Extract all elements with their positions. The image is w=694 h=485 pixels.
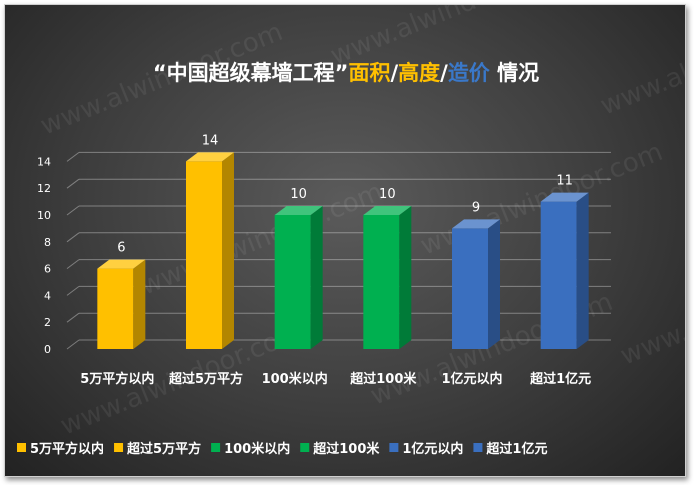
bars: 6 14 10 10 9 11 bbox=[97, 133, 589, 349]
bar-front bbox=[540, 201, 577, 349]
legend-swatch bbox=[389, 443, 399, 452]
watermark-text: www.alwindoor.com bbox=[616, 247, 686, 372]
bar-front bbox=[363, 215, 400, 349]
legend-item: 超过100米 bbox=[300, 441, 380, 457]
chart-title: “中国超级幕墙工程”面积/高度/造价 情况 bbox=[153, 61, 539, 85]
y-tick-label: 12 bbox=[37, 182, 51, 195]
grid-lines bbox=[66, 151, 611, 350]
chart-frame: www.alwindoor.com www.alwindoor.com www.al… bbox=[4, 4, 686, 477]
y-tick-label: 6 bbox=[44, 263, 51, 276]
y-tick-label: 8 bbox=[44, 236, 51, 249]
category-label: 超过5万平方 bbox=[169, 371, 243, 387]
legend-swatch bbox=[300, 443, 310, 452]
legend-swatch bbox=[473, 443, 483, 452]
bar-side bbox=[399, 206, 412, 349]
data-label: 10 bbox=[379, 187, 396, 202]
grid-line-side bbox=[66, 339, 80, 350]
bar-side bbox=[310, 206, 323, 349]
grid-line-side bbox=[66, 232, 80, 243]
grid-line-side bbox=[66, 205, 80, 216]
legend-item: 超过5万平方 bbox=[114, 441, 201, 457]
category-labels: 5万平方以内 超过5万平方 100米以内 超过100米 1亿元以内 超过1亿元 bbox=[80, 371, 591, 387]
y-tick-label: 14 bbox=[37, 155, 51, 168]
title-segment: / bbox=[390, 61, 398, 85]
data-label: 6 bbox=[117, 241, 125, 256]
bar-side bbox=[488, 219, 500, 349]
legend-item: 超过1亿元 bbox=[473, 441, 547, 457]
legend-label: 100米以内 bbox=[224, 441, 290, 457]
title-segment: / bbox=[440, 61, 448, 85]
grid-line-side bbox=[66, 151, 80, 162]
data-label: 11 bbox=[556, 174, 573, 189]
bar: 10 bbox=[363, 187, 412, 349]
y-tick-label: 0 bbox=[44, 343, 51, 356]
bar-front bbox=[452, 228, 488, 349]
grid-line-side bbox=[66, 259, 80, 270]
legend-label: 超过100米 bbox=[313, 441, 380, 457]
bar-top bbox=[540, 192, 589, 202]
title-segment: 情况 bbox=[490, 61, 539, 85]
bar-front bbox=[274, 215, 311, 349]
legend-label: 1亿元以内 bbox=[402, 441, 463, 457]
bar: 10 bbox=[274, 187, 323, 349]
data-label: 9 bbox=[472, 200, 480, 215]
legend-swatch bbox=[114, 443, 124, 452]
legend: 5万平方以内 超过5万平方 100米以内 超过100米 1亿元以内 超过1亿元 bbox=[17, 441, 547, 457]
bar: 6 bbox=[97, 241, 146, 349]
category-label: 5万平方以内 bbox=[80, 371, 154, 387]
data-label: 14 bbox=[202, 133, 219, 148]
grid-line-side bbox=[66, 312, 80, 323]
category-label: 100米以内 bbox=[262, 371, 328, 387]
grid-line-side bbox=[66, 178, 80, 189]
category-label: 超过1亿元 bbox=[530, 371, 591, 387]
title-segment: 面积 bbox=[348, 61, 390, 85]
legend-label: 超过5万平方 bbox=[127, 441, 201, 457]
legend-item: 1亿元以内 bbox=[389, 441, 463, 457]
category-label: 超过100米 bbox=[350, 371, 417, 387]
legend-item: 100米以内 bbox=[211, 441, 290, 457]
title-segment: 高度 bbox=[398, 61, 440, 85]
title-segment: 造价 bbox=[448, 61, 491, 85]
legend-label: 5万平方以内 bbox=[30, 441, 104, 457]
bar-top bbox=[452, 219, 500, 229]
data-label: 10 bbox=[290, 187, 307, 202]
y-tick-label: 10 bbox=[37, 209, 51, 222]
bar-side bbox=[576, 192, 589, 349]
bar-side bbox=[133, 259, 146, 349]
y-axis-ticks: 0 2 4 6 8 10 12 14 bbox=[37, 155, 51, 356]
bar: 9 bbox=[452, 200, 500, 349]
legend-item: 5万平方以内 bbox=[17, 441, 104, 457]
bar-top bbox=[363, 206, 412, 215]
watermark-text: www.alwindoor.com bbox=[136, 177, 387, 302]
bar-front bbox=[186, 161, 222, 349]
y-tick-label: 4 bbox=[44, 289, 51, 302]
y-tick-label: 2 bbox=[44, 316, 51, 329]
bar-top bbox=[274, 206, 323, 215]
grid-line-side bbox=[66, 285, 80, 296]
legend-label: 超过1亿元 bbox=[486, 441, 547, 457]
category-label: 1亿元以内 bbox=[441, 371, 502, 387]
legend-swatch bbox=[211, 443, 221, 452]
bar-side bbox=[222, 152, 234, 349]
title-segment: “中国超级幕墙工程” bbox=[153, 61, 349, 85]
bar: 11 bbox=[540, 174, 589, 349]
bar: 14 bbox=[186, 133, 234, 349]
bar-front bbox=[97, 268, 134, 349]
watermark-text: www.alwindoor.com bbox=[596, 5, 686, 121]
bar-top bbox=[186, 152, 234, 162]
chart-svg: www.alwindoor.com www.alwindoor.com www.al… bbox=[17, 5, 686, 457]
bar-top bbox=[97, 259, 146, 269]
legend-swatch bbox=[17, 443, 26, 452]
